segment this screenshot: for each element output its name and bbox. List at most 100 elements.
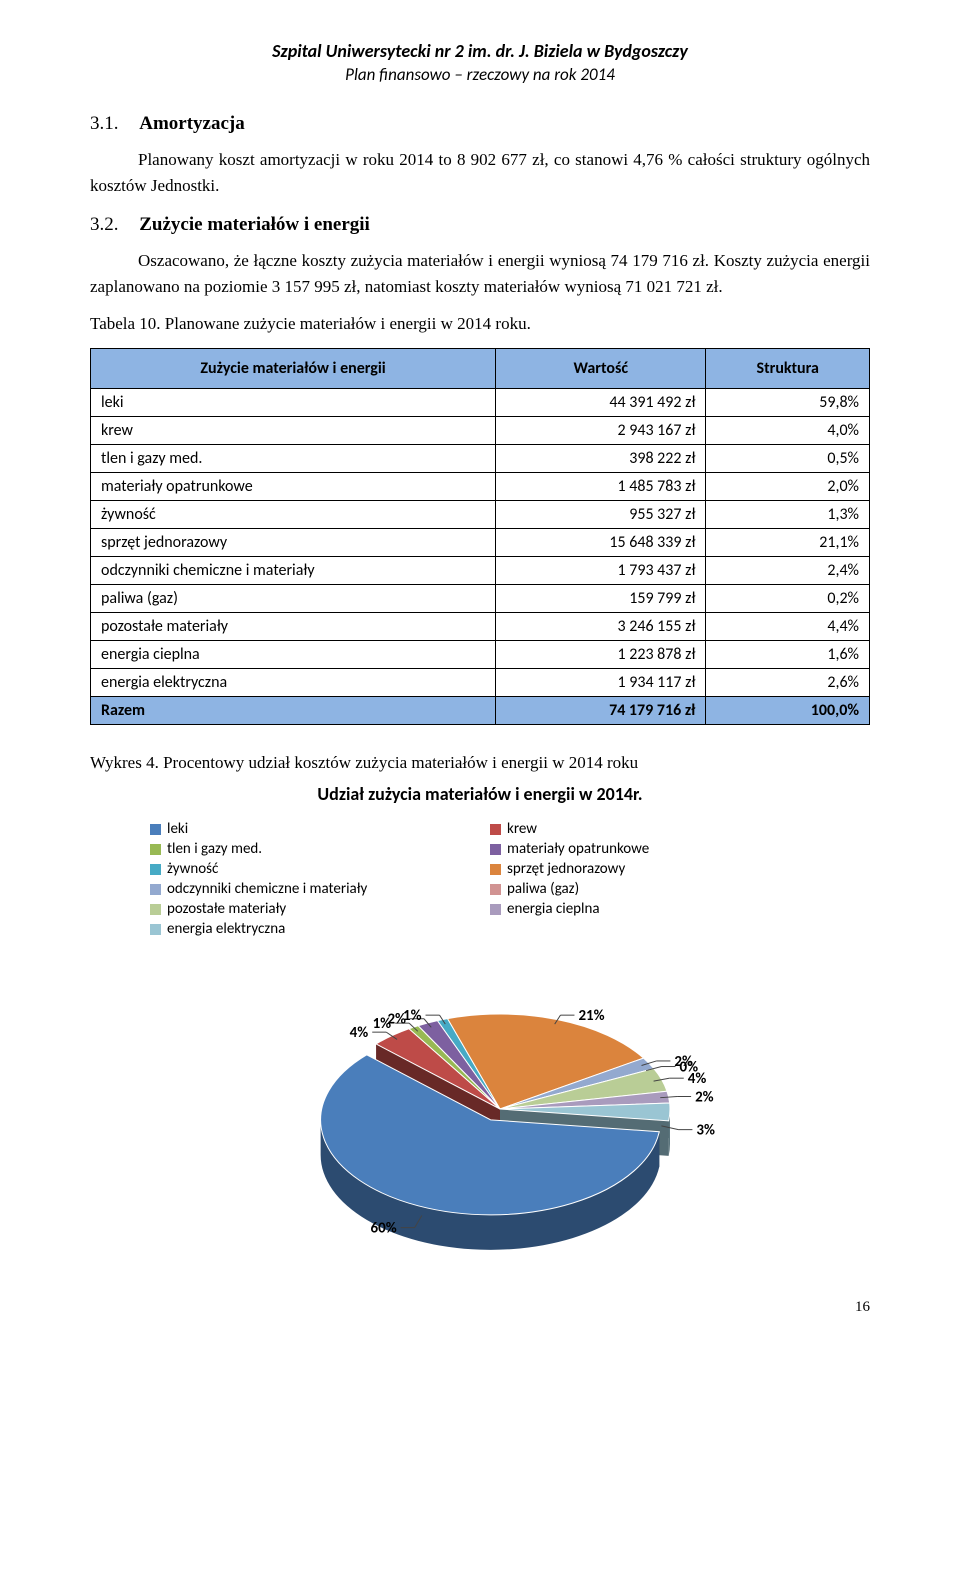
table-cell: 21,1% (706, 529, 870, 557)
legend-swatch (150, 924, 161, 935)
legend-swatch (490, 844, 501, 855)
document-header: Szpital Uniwersytecki nr 2 im. dr. J. Bi… (90, 40, 870, 85)
chart-title: Udział zużycia materiałów i energii w 20… (90, 783, 870, 805)
table-cell: tlen i gazy med. (91, 445, 496, 473)
legend-swatch (150, 904, 161, 915)
legend-swatch (150, 844, 161, 855)
table-cell: 15 648 339 zł (496, 529, 706, 557)
table-row: paliwa (gaz)159 799 zł0,2% (91, 585, 870, 613)
table-cell: 1 485 783 zł (496, 473, 706, 501)
legend-swatch (490, 904, 501, 915)
pie-svg: 60%4%1%2%1%21%2%0%4%2%3% (200, 949, 760, 1269)
table-cell: sprzęt jednorazowy (91, 529, 496, 557)
legend-swatch (150, 864, 161, 875)
table-cell: odczynniki chemiczne i materiały (91, 557, 496, 585)
chart-legend: leki krew tlen i gazy med. materiały opatru… (90, 819, 870, 939)
legend-item: odczynniki chemiczne i materiały (150, 879, 490, 899)
table-cell: 100,0% (706, 697, 870, 725)
table-cell: 74 179 716 zł (496, 697, 706, 725)
legend-item: energia cieplna (490, 899, 830, 919)
legend-label: energia elektryczna (167, 920, 285, 938)
table-cell: 2,4% (706, 557, 870, 585)
legend-swatch (490, 864, 501, 875)
col-header: Zużycie materiałów i energii (91, 349, 496, 389)
materials-energy-table: Zużycie materiałów i energii Wartość Str… (90, 348, 870, 725)
legend-item: paliwa (gaz) (490, 879, 830, 899)
legend-item: leki (150, 819, 490, 839)
legend-item: pozostałe materiały (150, 899, 490, 919)
legend-label: materiały opatrunkowe (507, 840, 649, 858)
table-cell: 44 391 492 zł (496, 389, 706, 417)
section-number: 3.1. (90, 113, 119, 135)
pie-chart: 60%4%1%2%1%21%2%0%4%2%3% (90, 949, 870, 1269)
legend-item: materiały opatrunkowe (490, 839, 830, 859)
table-row: energia cieplna1 223 878 zł1,6% (91, 641, 870, 669)
header-line-2: Plan finansowo – rzeczowy na rok 2014 (90, 64, 870, 85)
legend-item: energia elektryczna (150, 919, 490, 939)
table-row: krew2 943 167 zł4,0% (91, 417, 870, 445)
legend-label: tlen i gazy med. (167, 840, 262, 858)
table-cell: 4,4% (706, 613, 870, 641)
page-number: 16 (90, 1299, 870, 1316)
legend-label: leki (167, 820, 188, 838)
pie-slice-label: 4% (688, 1071, 707, 1089)
table-cell: 1,3% (706, 501, 870, 529)
table-row: żywność955 327 zł1,3% (91, 501, 870, 529)
table-cell: 159 799 zł (496, 585, 706, 613)
table-cell: krew (91, 417, 496, 445)
table-cell: 1,6% (706, 641, 870, 669)
legend-label: odczynniki chemiczne i materiały (167, 880, 367, 898)
section-label: Zużycie materiałów i energii (139, 214, 370, 235)
section-number: 3.2. (90, 214, 119, 236)
chart-area: Udział zużycia materiałów i energii w 20… (90, 783, 870, 1269)
legend-label: pozostałe materiały (167, 900, 286, 918)
table-cell: żywność (91, 501, 496, 529)
table-cell: 398 222 zł (496, 445, 706, 473)
table-row: sprzęt jednorazowy15 648 339 zł21,1% (91, 529, 870, 557)
table-cell: energia cieplna (91, 641, 496, 669)
section-heading-3-2: 3.2. Zużycie materiałów i energii (90, 214, 870, 236)
table-cell: 1 223 878 zł (496, 641, 706, 669)
table-row: tlen i gazy med.398 222 zł0,5% (91, 445, 870, 473)
table-row: pozostałe materiały3 246 155 zł4,4% (91, 613, 870, 641)
legend-label: sprzęt jednorazowy (507, 860, 625, 878)
table-cell: 2,0% (706, 473, 870, 501)
table-cell: 3 246 155 zł (496, 613, 706, 641)
section-heading-3-1: 3.1. Amortyzacja (90, 113, 870, 135)
table-cell: 2 943 167 zł (496, 417, 706, 445)
table-cell: energia elektryczna (91, 669, 496, 697)
col-header: Wartość (496, 349, 706, 389)
col-header: Struktura (706, 349, 870, 389)
paragraph-2: Oszacowano, że łączne koszty zużycia mat… (90, 248, 870, 301)
legend-item: żywność (150, 859, 490, 879)
table-cell: 0,2% (706, 585, 870, 613)
table-cell: 1 934 117 zł (496, 669, 706, 697)
table-cell: paliwa (gaz) (91, 585, 496, 613)
table-cell: Razem (91, 697, 496, 725)
legend-swatch (150, 884, 161, 895)
legend-swatch (490, 824, 501, 835)
pie-slice-label: 4% (350, 1025, 369, 1043)
legend-item: sprzęt jednorazowy (490, 859, 830, 879)
table-cell: 0,5% (706, 445, 870, 473)
legend-label: paliwa (gaz) (507, 880, 579, 898)
table-cell: 955 327 zł (496, 501, 706, 529)
legend-item: krew (490, 819, 830, 839)
legend-label: krew (507, 820, 537, 838)
legend-swatch (150, 824, 161, 835)
table-row: odczynniki chemiczne i materiały1 793 43… (91, 557, 870, 585)
pie-slice-label: 2% (695, 1089, 714, 1107)
legend-label: żywność (167, 860, 218, 878)
legend-label: energia cieplna (507, 900, 600, 918)
table-cell: 4,0% (706, 417, 870, 445)
pie-slice-label: 1% (403, 1008, 422, 1026)
table-cell: leki (91, 389, 496, 417)
table-cell: materiały opatrunkowe (91, 473, 496, 501)
table-cell: pozostałe materiały (91, 613, 496, 641)
pie-slice-label: 3% (696, 1122, 715, 1140)
legend-swatch (490, 884, 501, 895)
table-header-row: Zużycie materiałów i energii Wartość Str… (91, 349, 870, 389)
pie-slice-label: 60% (370, 1220, 396, 1238)
table-row: materiały opatrunkowe1 485 783 zł2,0% (91, 473, 870, 501)
table-caption: Tabela 10. Planowane zużycie materiałów … (90, 314, 870, 334)
